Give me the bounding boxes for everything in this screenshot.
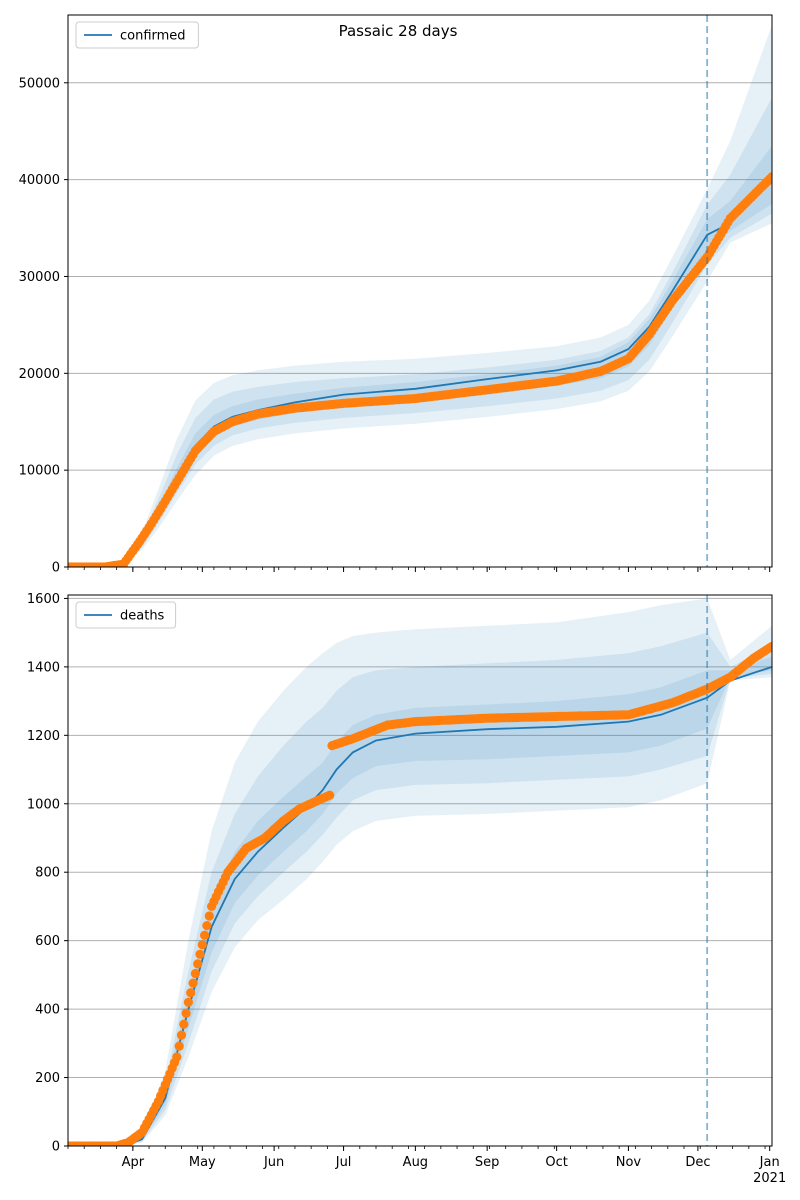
observed-point: [186, 988, 196, 998]
y-tick-label: 30000: [19, 270, 60, 285]
y-tick-label: 40000: [19, 173, 60, 188]
observed-point: [767, 641, 772, 651]
observed-point: [179, 1019, 189, 1029]
y-tick-label: 50000: [19, 76, 60, 91]
y-tick-label: 20000: [19, 367, 60, 382]
x-tick-label: Oct: [545, 1155, 567, 1170]
axes-frame: [67, 594, 773, 1147]
observed-point: [202, 921, 212, 931]
confirmed-panel: 0 10000 20000 30000 40000 50000 confirmed: [19, 14, 773, 576]
observed-point: [195, 949, 205, 959]
axes-frame: [67, 14, 773, 568]
y-tick-label: 0: [52, 1140, 60, 1155]
confidence-band: [68, 656, 772, 1146]
y-tick-label: 200: [35, 1071, 60, 1086]
x-tick-label: Aug: [403, 1155, 428, 1170]
y-tick-label: 600: [35, 934, 60, 949]
x-tick-label: Jan: [759, 1155, 780, 1170]
y-tick-label: 1600: [27, 592, 60, 607]
legend-label: deaths: [120, 609, 165, 624]
legend: deaths: [75, 601, 177, 629]
legend-box: [75, 21, 199, 49]
y-tick-label: 1000: [27, 797, 60, 812]
y-tick-label: 800: [35, 866, 60, 881]
observed-point: [193, 959, 203, 969]
observed-point: [767, 172, 772, 182]
confidence-band: [68, 24, 772, 567]
observed-point: [172, 1052, 182, 1062]
observed-point: [188, 978, 198, 988]
plot-area: [68, 24, 772, 567]
y-tick-label: 0: [52, 561, 60, 576]
confidence-band: [68, 97, 772, 567]
y-tick-label: 10000: [19, 464, 60, 479]
legend-box: [75, 601, 177, 629]
y-tick-label: 1200: [27, 729, 60, 744]
observed-point: [190, 968, 200, 979]
y-tick-label: 1400: [27, 660, 60, 675]
legend: confirmed: [75, 21, 199, 49]
legend-label: confirmed: [120, 29, 186, 44]
confidence-band: [68, 598, 772, 1146]
observed-point: [174, 1041, 184, 1051]
observed-point: [204, 911, 214, 921]
observed-point: [176, 1030, 187, 1040]
observed-point: [181, 1008, 191, 1018]
x-year-label: 2021: [753, 1171, 786, 1186]
x-tick-label: Nov: [616, 1155, 642, 1170]
x-tick-label: May: [189, 1155, 216, 1170]
deaths-panel: 0 200 400 600 800 1000 1200 1400 1600 Apr May Jun Ju…: [27, 592, 786, 1186]
y-tick-label: 400: [35, 1003, 60, 1018]
x-tick-label: Dec: [685, 1155, 710, 1170]
observed-point: [183, 997, 193, 1007]
observed-point: [200, 930, 210, 940]
observed-point: [197, 940, 207, 950]
x-tick-label: Jun: [263, 1155, 284, 1170]
x-tick-label: Sep: [475, 1155, 500, 1170]
figure-title: Passaic 28 days: [339, 22, 458, 40]
confidence-band: [68, 632, 772, 1146]
x-tick-label: Apr: [122, 1155, 145, 1170]
plot-area: [68, 598, 772, 1146]
x-tick-label: Jul: [335, 1155, 352, 1170]
observed-point: [325, 790, 335, 800]
